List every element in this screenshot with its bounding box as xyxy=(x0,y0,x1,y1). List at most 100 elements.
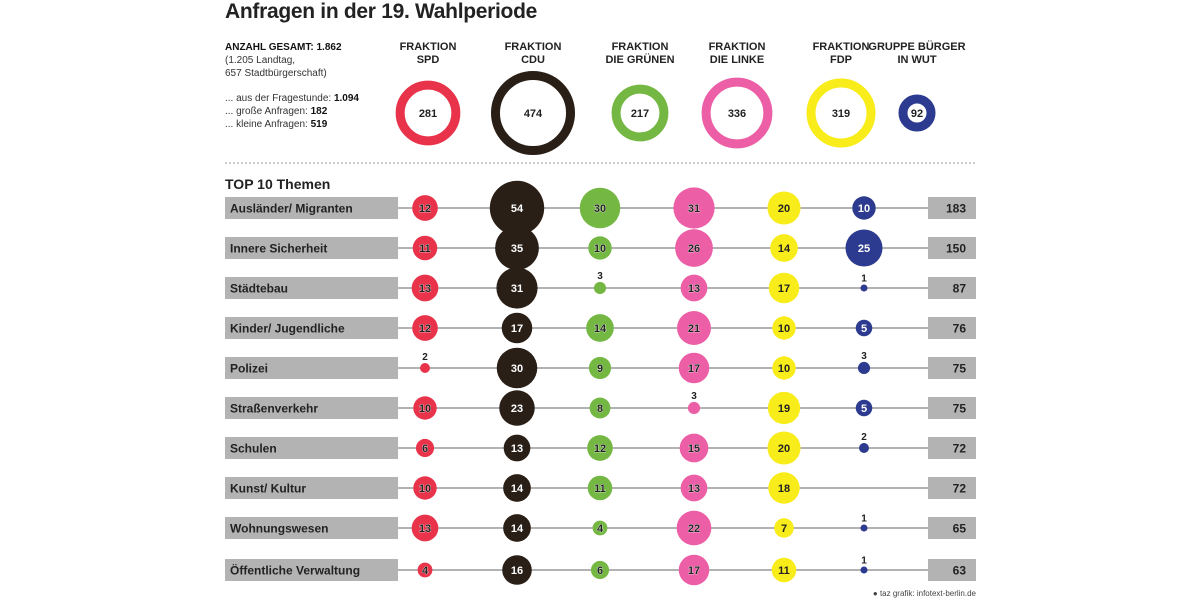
topic-bubble xyxy=(677,311,711,345)
topic-bubble xyxy=(587,435,613,461)
kleine-label: ... kleine Anfragen: xyxy=(225,119,308,130)
topic-total: 87 xyxy=(953,282,967,296)
party-header: FRAKTION DIE LINKE xyxy=(682,41,792,67)
topic-bubble-label: 23 xyxy=(511,403,523,415)
topic-bubble xyxy=(415,438,435,458)
topic-bubble-label: 5 xyxy=(861,323,867,335)
topic-bubble-label: 16 xyxy=(511,565,523,577)
topic-total-box xyxy=(928,559,976,581)
topic-label: Innere Sicherheit xyxy=(230,242,327,256)
topic-bubble xyxy=(855,399,873,417)
party-total-ring xyxy=(395,80,461,146)
topic-bubble-label: 30 xyxy=(594,203,606,215)
topic-total: 72 xyxy=(953,442,967,456)
grosse-label: ... große Anfragen: xyxy=(225,106,308,117)
party-total-label: 319 xyxy=(832,108,850,120)
camera-icon: ● xyxy=(872,589,878,598)
topic-bubble-label: 12 xyxy=(594,443,606,455)
topic-label-box xyxy=(225,477,398,499)
topic-total-box xyxy=(928,517,976,539)
topic-bubble-label: 14 xyxy=(778,243,791,255)
topic-label: Wohnungswesen xyxy=(230,522,328,536)
party-total-ring xyxy=(898,94,936,132)
topic-bubble xyxy=(771,557,797,583)
topic-bubble-label: 20 xyxy=(778,203,790,215)
topic-bubble xyxy=(503,474,531,502)
fragestunde-label: ... aus der Fragestunde: xyxy=(225,93,332,104)
topic-bubble-label: 10 xyxy=(419,403,431,415)
topic-bubble xyxy=(770,234,798,262)
topic-bubble-label: 13 xyxy=(688,283,700,295)
fragestunde-value: 1.094 xyxy=(333,93,359,104)
topic-bubble-label: 30 xyxy=(511,363,523,375)
topic-bubble-label: 10 xyxy=(778,363,790,375)
topic-bubble xyxy=(579,187,621,229)
party-header-line1: FRAKTION xyxy=(611,41,669,53)
topic-bubble-label: 21 xyxy=(688,323,700,335)
topic-bubble-label: 11 xyxy=(594,483,606,495)
topic-bubble xyxy=(501,312,533,344)
topics-heading: TOP 10 Themen xyxy=(225,176,331,192)
topic-label: Schulen xyxy=(230,442,277,456)
topic-bubble-label: 54 xyxy=(511,203,524,215)
topic-bubble xyxy=(588,356,612,380)
topic-bubble xyxy=(499,390,535,426)
topic-bubble-label: 11 xyxy=(778,565,790,577)
topic-bubble-label: 13 xyxy=(688,483,700,495)
party-total-ring xyxy=(611,84,669,142)
topic-bubble-label: 1 xyxy=(861,555,867,566)
topic-bubble-label: 11 xyxy=(419,243,431,255)
topic-total: 75 xyxy=(953,362,967,376)
party-header: FRAKTION CDU xyxy=(478,41,588,67)
party-header-line1: FRAKTION xyxy=(708,41,766,53)
topic-bubble-label: 18 xyxy=(778,483,790,495)
topic-bubble xyxy=(411,274,439,302)
topic-label: Kinder/ Jugendliche xyxy=(230,322,345,336)
party-header: FRAKTION FDP xyxy=(786,41,896,67)
topic-bubble-label: 19 xyxy=(778,403,790,415)
topic-bubble xyxy=(678,352,710,384)
topic-bubble xyxy=(502,555,532,585)
topic-bubble-label: 1 xyxy=(861,513,867,524)
topic-bubble-label: 35 xyxy=(511,243,523,255)
topic-bubble xyxy=(496,347,538,389)
topic-bubble-label: 17 xyxy=(778,283,790,295)
grosse-value: 182 xyxy=(310,106,328,117)
topic-total: 63 xyxy=(953,564,967,578)
topic-total: 76 xyxy=(953,322,967,336)
topic-bubble-label: 14 xyxy=(511,523,524,535)
topic-bubble-label: 10 xyxy=(419,483,431,495)
breakdown-line1: (1.205 Landtag, xyxy=(225,55,296,66)
topic-bubble-label: 25 xyxy=(858,243,870,255)
topic-bubble-label: 10 xyxy=(594,243,606,255)
party-header-line1: GRUPPE BÜRGER xyxy=(868,41,966,53)
topic-total-box xyxy=(928,437,976,459)
party-header-line2: DIE GRÜNEN xyxy=(605,54,675,66)
breakdown-line2: 657 Stadtbürgerschaft) xyxy=(225,68,327,79)
topic-bubble-label: 20 xyxy=(778,443,790,455)
topic-total-box xyxy=(928,477,976,499)
party-total-label: 281 xyxy=(419,108,437,120)
topic-bubble-label: 5 xyxy=(861,403,867,415)
topic-bubble-label: 7 xyxy=(781,523,787,535)
topic-bubble-label: 31 xyxy=(688,203,700,215)
topic-bubble-label: 3 xyxy=(861,351,867,362)
topic-bubble xyxy=(857,361,871,375)
topic-label: Straßenverkehr xyxy=(230,402,318,416)
topic-bubble xyxy=(412,235,438,261)
topic-bubble xyxy=(860,284,868,292)
topic-bubble xyxy=(413,476,437,500)
topic-bubble xyxy=(767,431,801,465)
party-header-line1: FRAKTION xyxy=(504,41,562,53)
topic-bubble xyxy=(680,474,708,502)
topic-total-box xyxy=(928,277,976,299)
topic-total: 183 xyxy=(946,202,966,216)
topic-label-box xyxy=(225,197,398,219)
topic-bubble xyxy=(411,514,439,542)
topic-bubble-label: 1 xyxy=(861,273,867,284)
topic-total: 150 xyxy=(946,242,966,256)
topic-bubble xyxy=(590,560,610,580)
topic-bubble xyxy=(588,236,612,260)
